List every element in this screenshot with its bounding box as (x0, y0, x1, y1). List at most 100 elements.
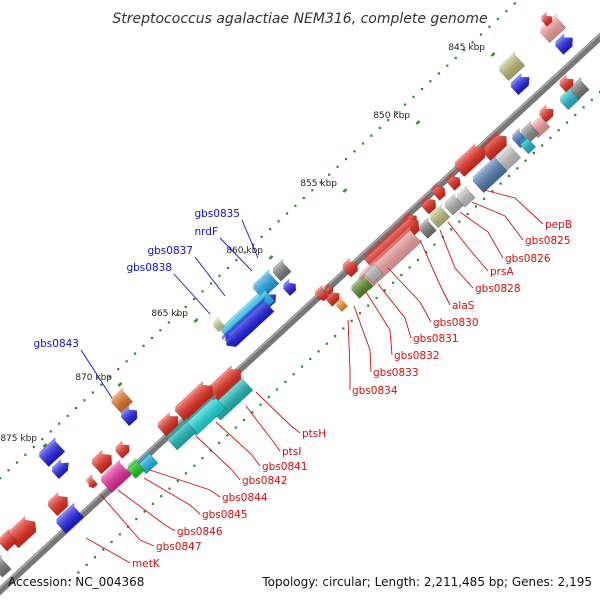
gene-feature (325, 288, 340, 307)
gene-label-forward: gbs0826 (505, 253, 551, 265)
gene-feature (224, 333, 234, 346)
leader-line (347, 319, 351, 390)
leader-line (80, 349, 113, 399)
gene-label-forward: gbs0847 (156, 541, 202, 553)
gene-feature (519, 133, 537, 155)
gene-feature (456, 184, 476, 208)
tick-marks (0, 2, 600, 582)
gene-feature (539, 104, 554, 123)
major-tick (415, 120, 421, 125)
gene-feature (420, 194, 437, 215)
gene-label-reverse: nrdF (195, 226, 219, 238)
gene-label-forward: gbs0844 (222, 492, 268, 504)
gene-feature (110, 387, 134, 413)
gene-feature (272, 258, 292, 282)
gene-feature (120, 405, 138, 427)
gene-features (0, 11, 590, 578)
gene-label-forward: gbs0834 (352, 385, 398, 397)
gene-label-reverse: gbs0843 (33, 338, 79, 350)
gene-label-forward: alaS (452, 300, 475, 312)
gene-feature (324, 282, 334, 296)
gene-label-forward: ptsI (282, 446, 301, 458)
label-leader-lines (80, 189, 544, 564)
kbp-label: 870 kbp (75, 373, 112, 383)
gene-feature (115, 440, 130, 459)
gene-label-forward: gbs0846 (177, 526, 223, 538)
gene-label-forward: metK (132, 558, 161, 570)
major-tick (268, 255, 274, 260)
gene-feature (444, 192, 464, 216)
gene-feature (429, 203, 451, 229)
leader-line (377, 283, 412, 339)
gene-feature (480, 131, 507, 162)
gene-label-forward: gbs0841 (262, 461, 308, 473)
gene-feature (454, 143, 486, 178)
gene-label-forward: pepB (545, 219, 572, 231)
gene-feature (446, 171, 461, 191)
leader-line (117, 489, 176, 532)
gene-feature (56, 502, 84, 534)
gene-feature (91, 449, 112, 475)
leader-line (365, 291, 393, 356)
map-title: Streptococcus agalactiae NEM316, complet… (112, 11, 487, 27)
gene-feature (342, 257, 359, 278)
gene-feature (206, 365, 242, 404)
kbp-label: 850 kbp (373, 111, 410, 121)
gene-label-forward: gbs0845 (202, 509, 248, 521)
gene-feature (350, 273, 374, 299)
leader-line (143, 477, 201, 515)
gene-feature (364, 260, 384, 284)
gene-label-forward: ptsH (302, 428, 326, 440)
gene-feature (498, 51, 526, 82)
gene-feature (51, 459, 69, 480)
leader-line (419, 239, 451, 306)
major-tick (193, 318, 199, 323)
gene-feature (282, 278, 297, 297)
leader-line (353, 305, 372, 373)
gene-feature (472, 155, 508, 194)
gene-feature (167, 417, 197, 451)
gene-feature (0, 528, 18, 552)
gene-feature (335, 296, 349, 313)
gene-feature (212, 316, 226, 333)
kbp-label: 855 kbp (300, 179, 337, 189)
leader-line (439, 229, 474, 289)
leader-line (241, 219, 259, 259)
leader-line (219, 237, 253, 272)
gene-feature (86, 474, 99, 489)
major-tick (342, 188, 348, 193)
gene-label-forward: gbs0832 (394, 350, 440, 362)
gene-feature (510, 73, 530, 96)
gene-feature (431, 181, 446, 201)
gene-feature (419, 217, 437, 239)
leader-line (149, 469, 221, 498)
gene-label-reverse: gbs0835 (194, 208, 240, 220)
major-tick (490, 52, 496, 57)
gene-label-forward: gbs0842 (242, 475, 288, 487)
kbp-label: 865 kbp (151, 309, 188, 319)
gene-label-forward: gbs0833 (373, 367, 419, 379)
gene-feature (0, 554, 12, 578)
gene-feature (174, 380, 213, 422)
gene-feature (47, 491, 68, 517)
kbp-label: 875 kbp (0, 434, 37, 444)
gene-feature (570, 76, 590, 100)
gene-feature (559, 85, 581, 111)
leader-line (195, 435, 241, 481)
leader-line (245, 405, 281, 452)
major-tick (117, 382, 123, 387)
leader-line (459, 211, 504, 259)
gene-feature (554, 33, 573, 55)
leader-line (483, 189, 544, 225)
gene-feature (38, 437, 66, 468)
kbp-labels: 845 kbp 850 kbp 855 kbp 860 kbp 865 kbp 870 k… (0, 43, 496, 448)
inner-tick-row (69, 91, 600, 582)
gene-label-forward: gbs0828 (475, 283, 521, 295)
gene-feature (157, 411, 179, 437)
leader-line (194, 256, 226, 297)
kbp-label: 845 kbp (448, 43, 485, 53)
leader-line (471, 201, 524, 241)
